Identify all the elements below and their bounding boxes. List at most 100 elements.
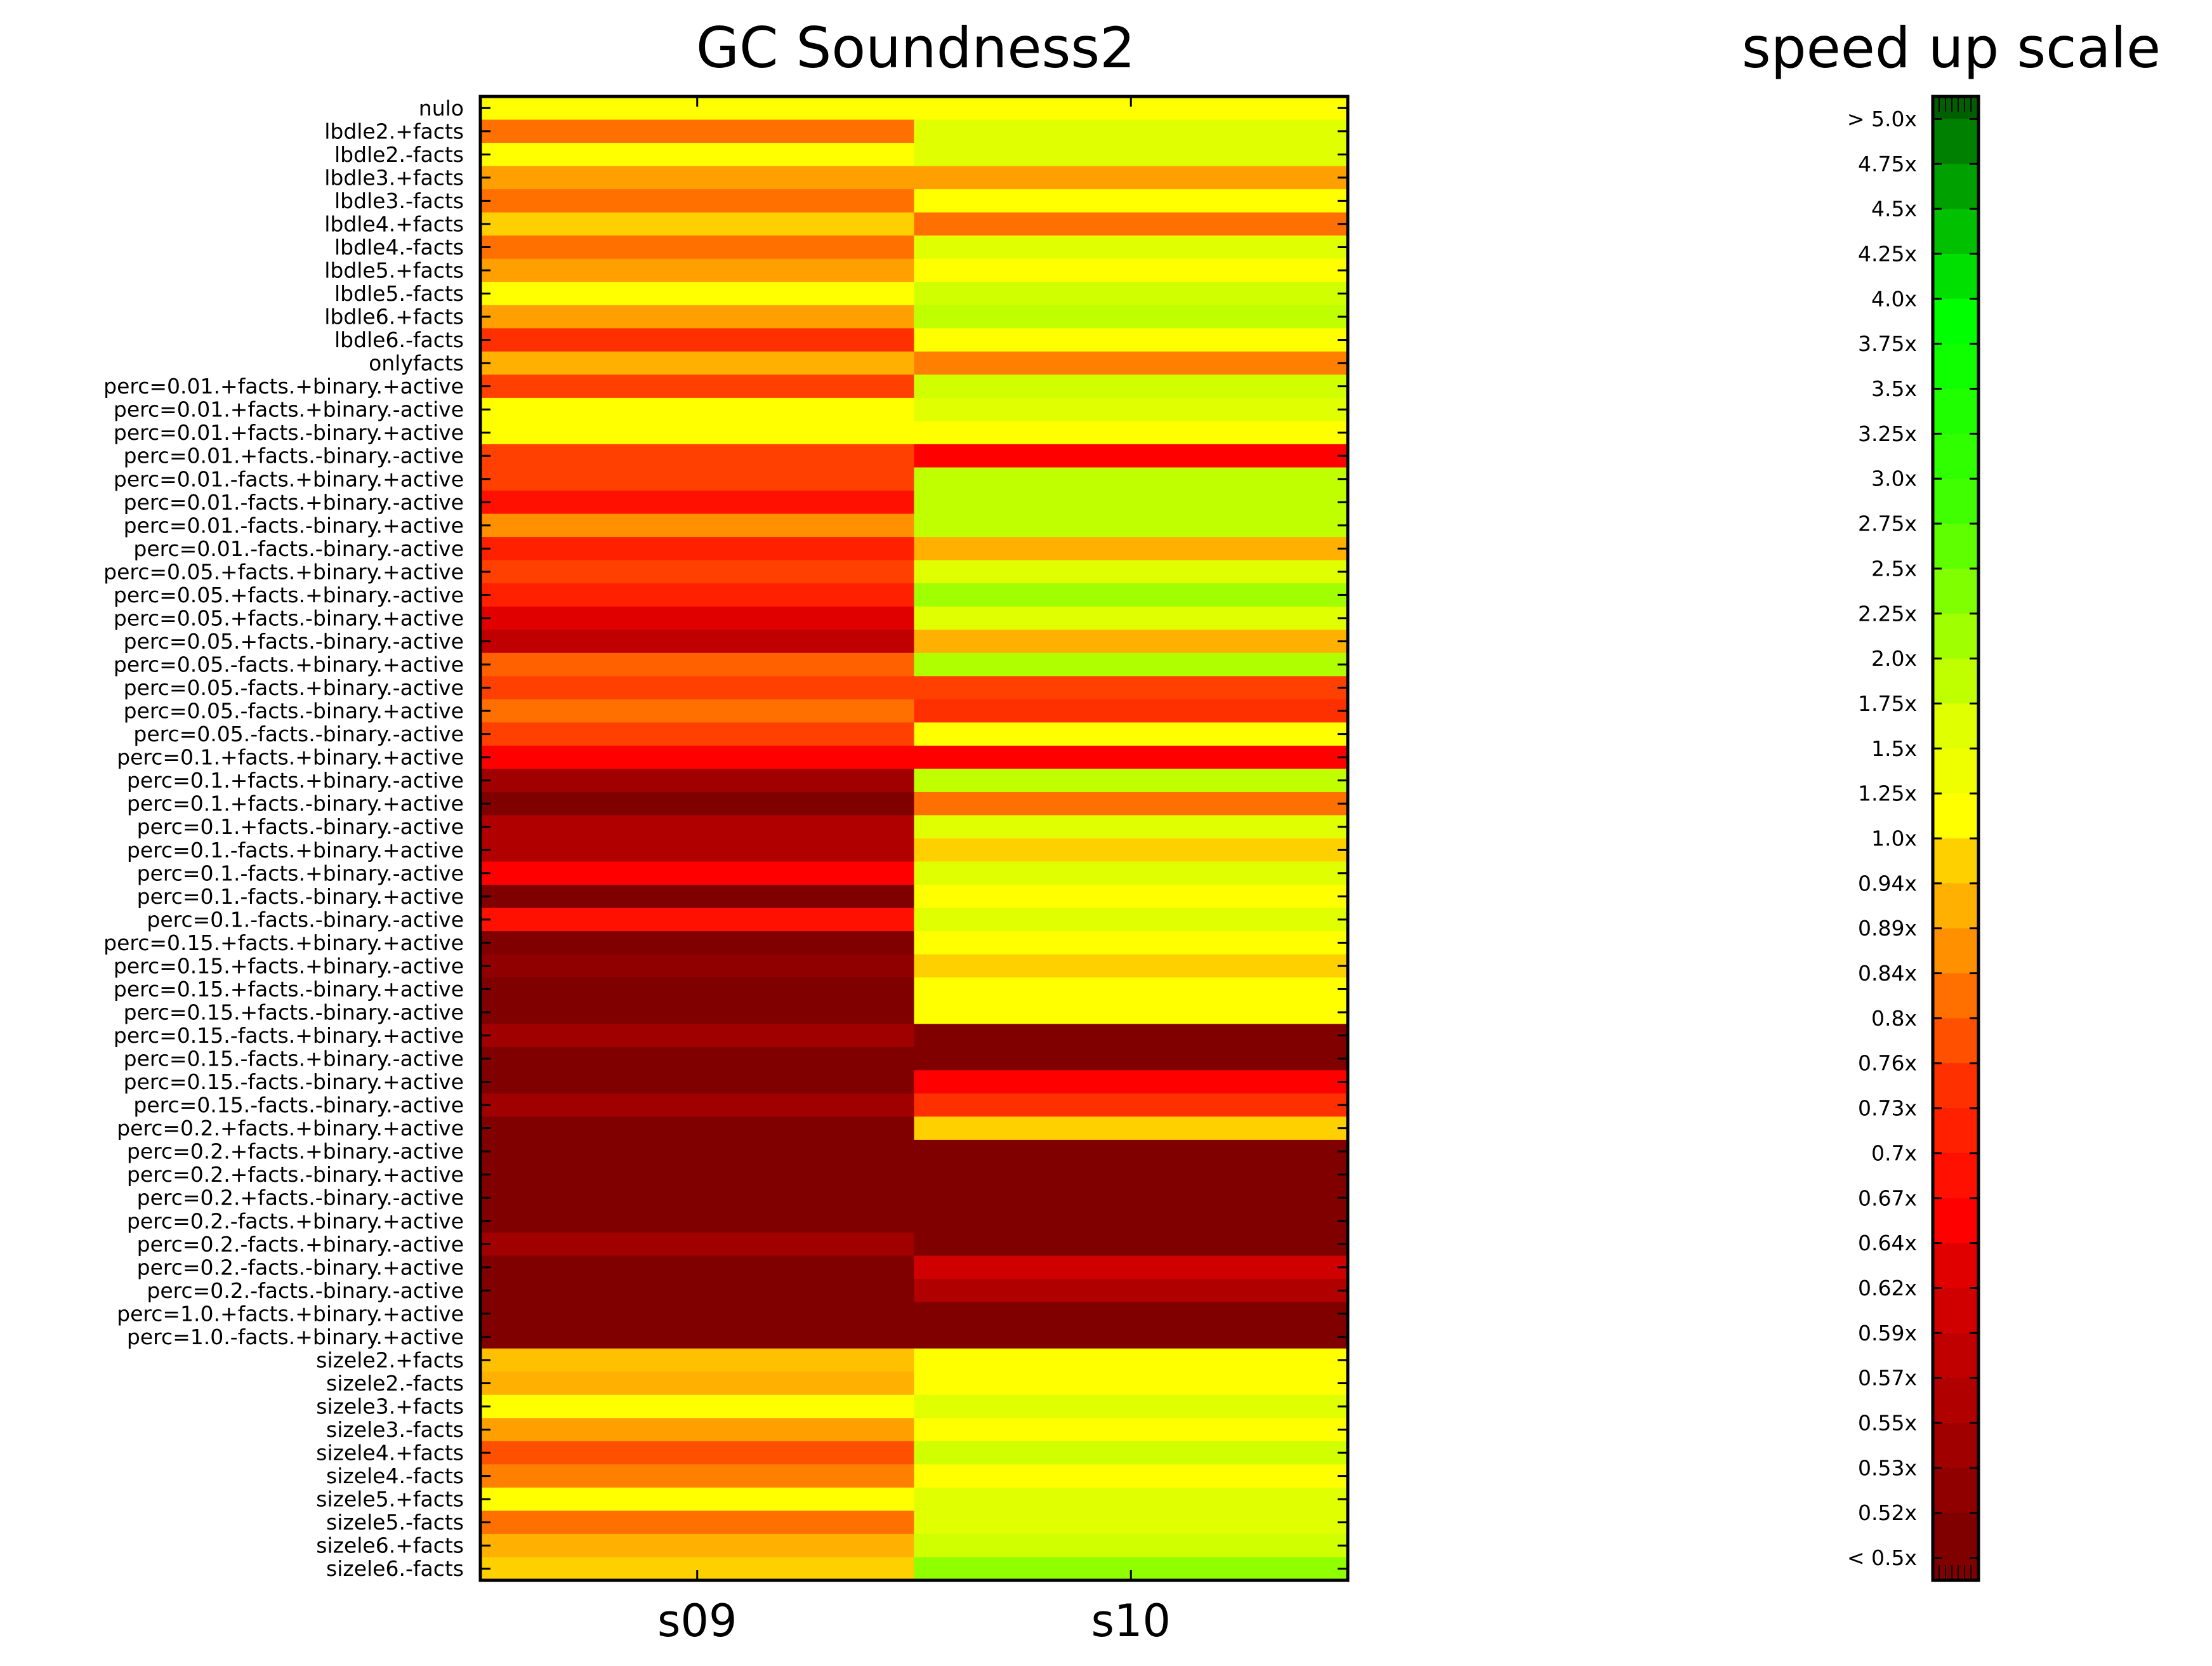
scale-cell: [1933, 186, 1978, 209]
scale-tick-label: 2.5x: [1871, 556, 1917, 581]
row-label: lbdle2.+facts: [324, 119, 464, 143]
row-label: perc=0.2.-facts.+binary.-active: [137, 1232, 464, 1257]
heatmap-cell: [480, 166, 914, 190]
scale-cell: [1933, 951, 1978, 974]
scale-tick-label: 3.25x: [1858, 421, 1917, 446]
heatmap-cell: [480, 630, 914, 654]
scale-cell: [1933, 1040, 1978, 1064]
scale-cell: [1933, 1153, 1978, 1176]
row-label: perc=0.01.+facts.-binary.-active: [124, 444, 464, 468]
row-label: perc=0.05.+facts.+binary.+active: [103, 559, 464, 584]
scale-cell: [1933, 1198, 1978, 1221]
scale-cell: [1933, 1467, 1978, 1491]
row-label: perc=0.1.-facts.+binary.+active: [127, 838, 464, 863]
heatmap-cell: [914, 1372, 1348, 1396]
row-label: lbdle6.-facts: [334, 327, 464, 352]
heatmap-cell: [480, 397, 914, 421]
heatmap-cell: [914, 908, 1348, 932]
heatmap-cell: [480, 351, 914, 375]
scale-cell: [1933, 501, 1978, 524]
row-label: perc=0.05.-facts.-binary.-active: [133, 722, 464, 746]
scale-tick-label: 4.25x: [1858, 241, 1917, 266]
row-label: perc=0.1.+facts.+binary.-active: [127, 768, 464, 793]
row-label: perc=0.2.+facts.-binary.-active: [137, 1186, 464, 1210]
scale-cell: [1933, 1175, 1978, 1199]
heatmap-cell: [480, 537, 914, 561]
heatmap-cell: [480, 467, 914, 491]
scale-tick-labels: > 5.0x 4.75x 4.5x 4.25x 4.0x 3.75x 3.5x 3.25x 3.…: [1847, 107, 1917, 1570]
row-label: perc=0.05.+facts.-binary.+active: [114, 605, 464, 630]
scale-cell: [1933, 524, 1978, 546]
heatmap-column-labels: s09 s10: [657, 1595, 1171, 1647]
scale-cell: [1933, 658, 1978, 682]
scale-cell: [1933, 231, 1978, 255]
heatmap-cell: [914, 1511, 1348, 1535]
scale-tick-label: 2.0x: [1871, 646, 1917, 671]
heatmap-cell: [480, 143, 914, 167]
heatmap-cell: [480, 977, 914, 1002]
heatmap-cell: [914, 1255, 1348, 1279]
heatmap-cell: [914, 676, 1348, 700]
heatmap-cell: [914, 1533, 1348, 1557]
row-label: perc=0.1.+facts.+binary.+active: [117, 745, 464, 770]
scale-cell: [1933, 1535, 1978, 1559]
row-label: perc=0.15.-facts.-binary.-active: [133, 1093, 464, 1118]
scale-tick-label: 0.59x: [1858, 1321, 1917, 1345]
row-label: perc=0.01.+facts.+binary.-active: [114, 397, 464, 422]
heatmap-cell: [914, 328, 1348, 352]
heatmap-cell: [914, 235, 1348, 260]
row-label: perc=0.01.-facts.+binary.-active: [124, 490, 464, 515]
row-label: lbdle4.-facts: [334, 235, 464, 260]
row-label: sizele5.+facts: [316, 1487, 464, 1512]
scale-cell: [1933, 906, 1978, 929]
scale-cell: [1933, 1310, 1978, 1333]
heatmap-cell: [480, 1047, 914, 1071]
heatmap-cell: [914, 351, 1348, 375]
scale-cell: [1933, 725, 1978, 749]
heatmap-cell: [480, 954, 914, 978]
scale-cell: [1933, 1220, 1978, 1244]
scale-cell: [1933, 1378, 1978, 1401]
heatmap-cell: [480, 1255, 914, 1279]
heatmap-cell: [480, 1070, 914, 1094]
heatmap-cell: [914, 1487, 1348, 1511]
heatmap-cell: [914, 1279, 1348, 1303]
scale-cell: [1933, 141, 1978, 164]
scale-title: speed up scale: [1742, 15, 2161, 81]
scale-cell: [1933, 883, 1978, 906]
scale-tick-label: 3.0x: [1871, 466, 1917, 491]
heatmap-cell: [914, 1464, 1348, 1488]
scale-tick-label: 2.75x: [1858, 512, 1917, 536]
heatmap-cell: [480, 1209, 914, 1233]
heatmap-cell: [480, 652, 914, 677]
heatmap-cell: [914, 1163, 1348, 1187]
heatmap-cell: [480, 258, 914, 282]
heatmap-cell: [480, 328, 914, 352]
heatmap-cell: [480, 861, 914, 885]
scale-cell: [1933, 995, 1978, 1019]
scale-cell: [1933, 1445, 1978, 1469]
heatmap-cell: [480, 1348, 914, 1372]
row-label: perc=0.2.+facts.+binary.-active: [127, 1139, 464, 1164]
heatmap-cell: [480, 1533, 914, 1557]
scale-cell: [1933, 591, 1978, 614]
row-label: perc=0.2.-facts.+binary.+active: [127, 1208, 464, 1233]
heatmap-cell: [914, 305, 1348, 329]
scale-cell: [1933, 456, 1978, 479]
heatmap-cell: [914, 699, 1348, 723]
heatmap-cell: [914, 931, 1348, 955]
heatmap-cell: [914, 374, 1348, 399]
scale-tick-label: 0.55x: [1858, 1411, 1917, 1436]
row-label: sizele3.+facts: [316, 1394, 464, 1419]
row-label: lbdle5.-facts: [334, 281, 464, 306]
heatmap-cell: [914, 977, 1348, 1002]
row-label: perc=0.2.-facts.-binary.+active: [137, 1255, 464, 1279]
heatmap-cell: [480, 119, 914, 143]
heatmap-cell: [480, 1279, 914, 1303]
heatmap-cell: [480, 583, 914, 607]
row-label: perc=0.1.-facts.-binary.+active: [137, 884, 464, 909]
row-label: sizele2.+facts: [316, 1347, 464, 1372]
scale-tick-label: 2.25x: [1858, 601, 1917, 626]
row-label: sizele4.-facts: [326, 1464, 464, 1488]
heatmap-cell: [480, 676, 914, 700]
